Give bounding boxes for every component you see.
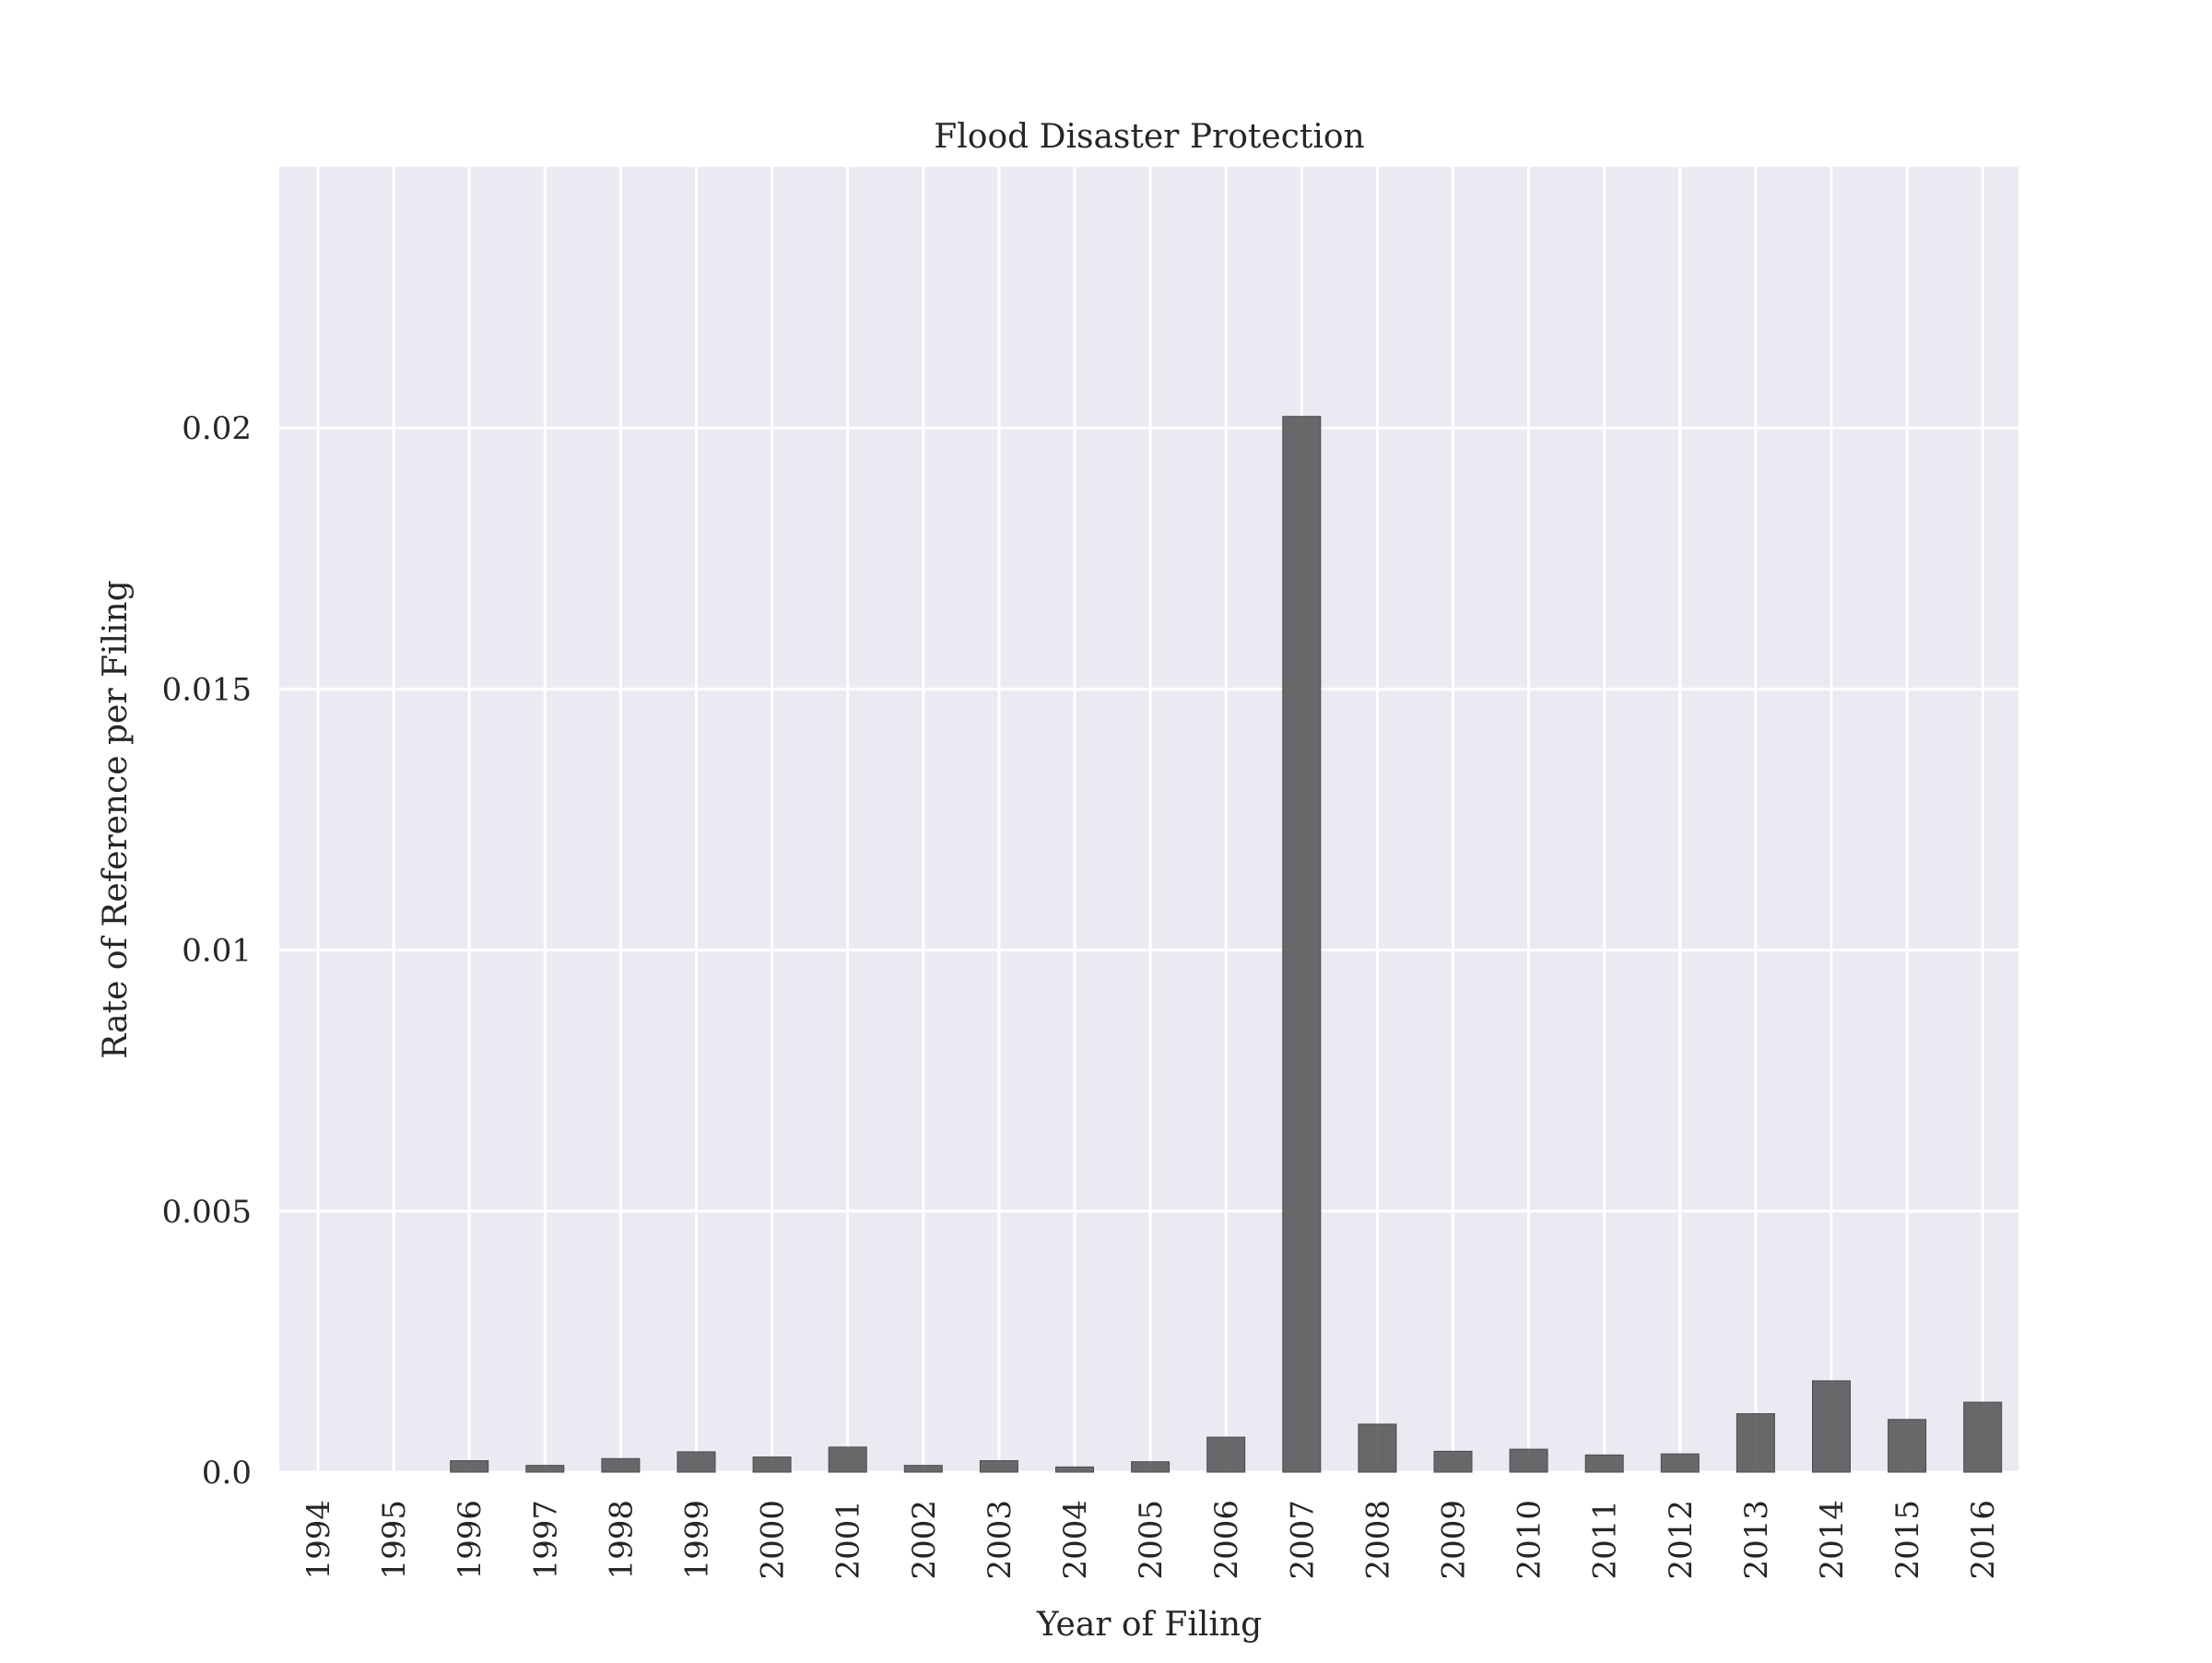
x-tick-label: 2008 bbox=[1359, 1500, 1396, 1580]
x-tick-label: 2009 bbox=[1436, 1500, 1473, 1580]
x-tick-label: 2015 bbox=[1889, 1500, 1926, 1580]
bar-2016 bbox=[1963, 1401, 2003, 1473]
x-tick-label: 1997 bbox=[527, 1500, 564, 1580]
x-tick-label: 2011 bbox=[1587, 1500, 1624, 1580]
bar-2003 bbox=[979, 1460, 1018, 1473]
bar-2002 bbox=[903, 1465, 943, 1473]
x-tick-label: 2000 bbox=[755, 1500, 792, 1580]
bar-2000 bbox=[752, 1457, 792, 1473]
y-tick-label: 0.0 bbox=[202, 1455, 252, 1492]
bar-2012 bbox=[1660, 1453, 1700, 1473]
y-axis-label: Rate of Reference per Filing bbox=[97, 580, 135, 1058]
x-tick-label: 2016 bbox=[1965, 1500, 2002, 1580]
x-tick-label: 2002 bbox=[906, 1500, 943, 1580]
x-tick-label: 1999 bbox=[679, 1500, 716, 1580]
bar-2014 bbox=[1812, 1380, 1851, 1473]
bar-2009 bbox=[1433, 1450, 1473, 1473]
bar-2011 bbox=[1584, 1454, 1624, 1473]
bar-2010 bbox=[1509, 1448, 1548, 1473]
x-tick-label: 2003 bbox=[982, 1500, 1018, 1580]
x-tick-label: 2014 bbox=[1814, 1500, 1851, 1580]
bar-2013 bbox=[1735, 1413, 1775, 1473]
x-tick-label: 2007 bbox=[1284, 1500, 1321, 1580]
bar-2007 bbox=[1282, 416, 1322, 1473]
x-tick-label: 2013 bbox=[1738, 1500, 1775, 1580]
x-tick-label: 2004 bbox=[1057, 1500, 1094, 1580]
chart-title: Flood Disaster Protection bbox=[934, 118, 1364, 156]
bar-2015 bbox=[1888, 1419, 1927, 1473]
bars bbox=[450, 416, 2003, 1473]
x-tick-label: 2005 bbox=[1133, 1500, 1170, 1580]
x-tick-label: 2010 bbox=[1512, 1500, 1548, 1580]
bar-2006 bbox=[1206, 1436, 1246, 1473]
y-tick-label: 0.015 bbox=[162, 671, 252, 708]
x-tick-label: 2012 bbox=[1663, 1500, 1700, 1580]
x-tick-label: 1996 bbox=[452, 1500, 488, 1580]
plot-background bbox=[279, 167, 2018, 1472]
x-tick-label: 2006 bbox=[1208, 1500, 1245, 1580]
x-tick-label: 1995 bbox=[376, 1500, 413, 1580]
bar-2001 bbox=[828, 1446, 867, 1473]
bar-1998 bbox=[601, 1457, 641, 1473]
x-tick-label: 1994 bbox=[300, 1500, 337, 1580]
x-tick-label: 2001 bbox=[830, 1500, 867, 1580]
x-tick-labels: 1994 1995 1996 1997 1998 1999 2000 2001 2002 2003… bbox=[300, 1500, 2002, 1580]
bar-2004 bbox=[1055, 1466, 1094, 1473]
y-tick-label: 0.02 bbox=[182, 410, 252, 447]
bar-2005 bbox=[1131, 1461, 1171, 1473]
y-tick-labels: 0.0 0.005 0.01 0.015 0.02 bbox=[162, 410, 252, 1492]
x-axis-label: Year of Filing bbox=[1036, 1606, 1262, 1644]
y-tick-label: 0.01 bbox=[182, 933, 252, 970]
y-tick-label: 0.005 bbox=[162, 1194, 252, 1231]
bar-1996 bbox=[450, 1460, 489, 1473]
grid-lines bbox=[279, 167, 2018, 1474]
bar-1997 bbox=[525, 1465, 565, 1473]
bar-1999 bbox=[677, 1451, 716, 1473]
bar-2008 bbox=[1358, 1423, 1397, 1473]
x-tick-label: 1998 bbox=[603, 1500, 640, 1580]
